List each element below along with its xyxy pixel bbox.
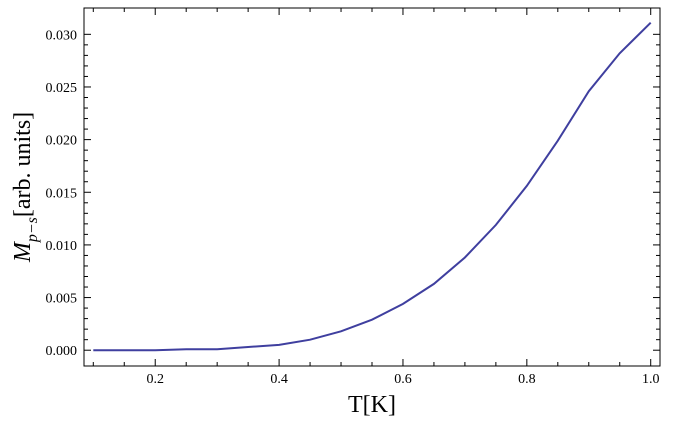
y-axis-title-subscript: p−s <box>24 217 41 243</box>
x-tick-label: 0.2 <box>146 372 164 387</box>
x-axis-ticks: 0.2 0.4 0.6 0.8 1.0 <box>92 8 660 387</box>
y-axis-title-symbol: M <box>10 240 36 263</box>
series-group <box>93 21 652 352</box>
y-tick-label: 0.005 <box>46 292 78 307</box>
x-tick-label: 0.4 <box>270 372 288 387</box>
y-axis-ticks: 0.000 0.005 0.010 0.015 0.020 0.025 0.030 <box>46 28 660 359</box>
y-tick-label: 0.025 <box>46 81 78 96</box>
y-axis-title: Mp−s[arb. units] <box>10 112 41 263</box>
series-line-1 <box>93 21 652 352</box>
plot-frame <box>83 7 661 367</box>
x-tick-label: 1.0 <box>642 372 660 387</box>
y-tick-label: 0.010 <box>46 239 78 254</box>
x-tick-label: 0.6 <box>394 372 412 387</box>
x-tick-label: 0.8 <box>518 372 536 387</box>
y-axis-title-units: [arb. units] <box>10 112 36 217</box>
y-tick-label: 0.015 <box>46 186 78 201</box>
x-axis-title: T[K] <box>348 392 396 418</box>
y-tick-label: 0.030 <box>46 28 78 43</box>
y-tick-label: 0.020 <box>46 134 78 149</box>
y-tick-label: 0.000 <box>46 344 78 359</box>
